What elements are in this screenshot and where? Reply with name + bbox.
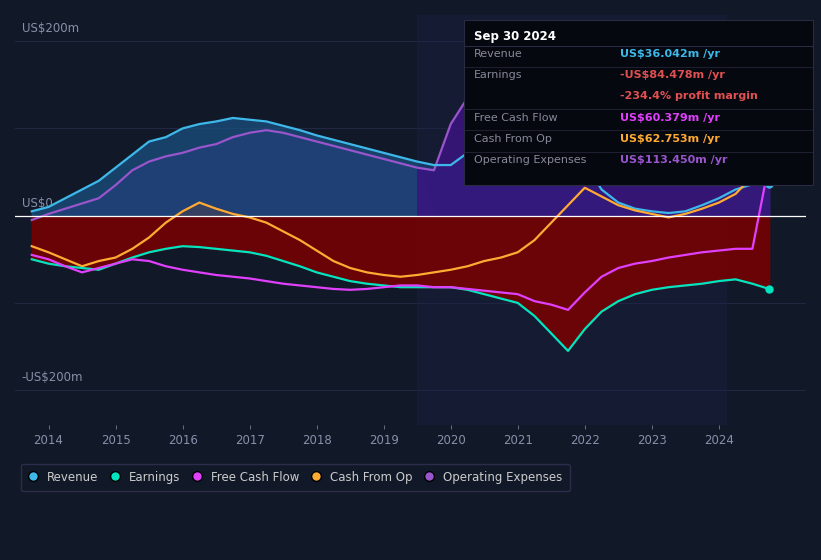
Bar [417, 15, 726, 425]
Text: Cash From Op: Cash From Op [474, 134, 552, 144]
Text: -US$84.478m /yr: -US$84.478m /yr [620, 70, 725, 80]
Text: US$0: US$0 [21, 197, 53, 209]
Text: US$200m: US$200m [21, 22, 79, 35]
Text: Earnings: Earnings [474, 70, 522, 80]
Text: -US$200m: -US$200m [21, 371, 83, 384]
Text: Revenue: Revenue [474, 49, 522, 59]
Text: US$62.753m /yr: US$62.753m /yr [620, 134, 720, 144]
Text: US$60.379m /yr: US$60.379m /yr [620, 113, 720, 123]
Text: -234.4% profit margin: -234.4% profit margin [620, 91, 758, 101]
Text: Free Cash Flow: Free Cash Flow [474, 113, 557, 123]
Text: US$36.042m /yr: US$36.042m /yr [620, 49, 720, 59]
Text: Operating Expenses: Operating Expenses [474, 155, 586, 165]
Text: US$113.450m /yr: US$113.450m /yr [620, 155, 727, 165]
Text: Sep 30 2024: Sep 30 2024 [474, 30, 556, 43]
Legend: Revenue, Earnings, Free Cash Flow, Cash From Op, Operating Expenses: Revenue, Earnings, Free Cash Flow, Cash … [21, 464, 570, 491]
